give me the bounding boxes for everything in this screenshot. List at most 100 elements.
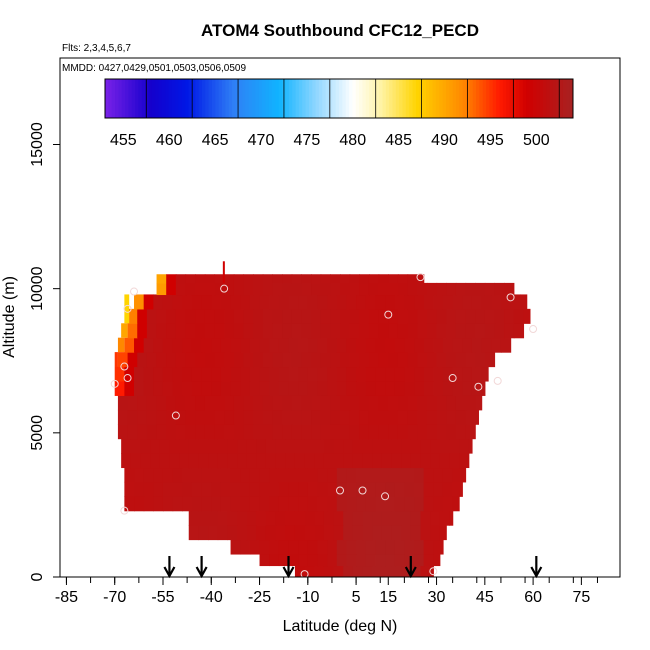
field-cell bbox=[124, 496, 135, 512]
field-cell bbox=[500, 337, 512, 353]
field-cell bbox=[378, 352, 389, 368]
field-cell bbox=[265, 510, 277, 526]
field-cell bbox=[336, 366, 348, 382]
colorbar-swatch bbox=[392, 79, 397, 118]
field-cell bbox=[359, 274, 370, 284]
field-cell bbox=[304, 453, 315, 469]
field-cell bbox=[249, 467, 261, 483]
field-cell bbox=[143, 496, 154, 512]
field-cell bbox=[365, 481, 377, 497]
field-cell bbox=[430, 565, 434, 577]
colorbar-swatch bbox=[405, 79, 410, 118]
field-cell bbox=[442, 467, 454, 483]
field-cell bbox=[304, 565, 315, 577]
field-cell bbox=[352, 565, 364, 577]
field-cell bbox=[214, 424, 225, 440]
colorbar-swatch bbox=[419, 79, 424, 118]
sample-point bbox=[130, 287, 139, 296]
field-cell bbox=[288, 481, 299, 497]
field-cell bbox=[121, 438, 132, 454]
field-cell bbox=[404, 539, 415, 555]
flight-arrow bbox=[163, 556, 176, 579]
field-cell bbox=[407, 352, 418, 368]
colorbar-swatch bbox=[222, 79, 226, 118]
field-cell bbox=[330, 308, 341, 324]
field-cell bbox=[420, 438, 431, 454]
field-cell bbox=[359, 308, 370, 324]
field-cell bbox=[381, 565, 393, 577]
field-cell bbox=[471, 337, 483, 353]
field-cell bbox=[256, 438, 267, 454]
colorbar-swatch bbox=[355, 79, 360, 118]
field-cell bbox=[191, 380, 203, 396]
field-cell bbox=[230, 467, 241, 483]
colorbar-swatch bbox=[559, 79, 564, 118]
field-cell bbox=[455, 424, 467, 440]
field-cell bbox=[436, 352, 447, 368]
field-cell bbox=[378, 323, 389, 339]
field-cell bbox=[465, 323, 476, 339]
colorbar-swatch bbox=[402, 79, 407, 118]
colorbar-swatch bbox=[385, 79, 390, 118]
field-cell bbox=[246, 525, 257, 541]
field-cell bbox=[243, 395, 254, 411]
field-cell bbox=[311, 323, 322, 339]
flight-arrow bbox=[404, 556, 417, 579]
field-cell bbox=[185, 323, 196, 339]
colorbar-swatch bbox=[318, 79, 323, 118]
field-cell bbox=[233, 395, 245, 411]
field-cell bbox=[452, 366, 463, 382]
colorbar-swatch bbox=[452, 79, 457, 118]
field-cell bbox=[195, 282, 206, 296]
field-cell bbox=[346, 294, 357, 310]
field-cell bbox=[307, 337, 319, 353]
field-cell bbox=[307, 553, 319, 567]
field-cell bbox=[237, 525, 248, 541]
field-cell bbox=[272, 395, 283, 411]
field-cell bbox=[307, 380, 319, 396]
field-cell bbox=[182, 380, 193, 396]
field-cell bbox=[143, 337, 154, 353]
field-cell bbox=[127, 352, 138, 368]
field-cell bbox=[394, 380, 405, 396]
field-cell bbox=[455, 409, 467, 425]
field-cell bbox=[491, 337, 502, 353]
field-cell bbox=[201, 496, 212, 512]
field-cell bbox=[156, 424, 167, 440]
field-cell bbox=[388, 282, 399, 296]
field-cell bbox=[188, 438, 199, 454]
field-cell bbox=[359, 424, 370, 440]
colorbar-swatch bbox=[339, 79, 343, 118]
field-cell bbox=[130, 438, 142, 454]
field-cell bbox=[272, 323, 283, 339]
field-cell bbox=[494, 308, 505, 324]
field-cell bbox=[442, 380, 454, 396]
field-cell bbox=[343, 565, 354, 577]
field-cell bbox=[368, 282, 380, 296]
field-cell bbox=[333, 510, 344, 526]
field-cell bbox=[423, 294, 434, 310]
field-cell bbox=[391, 525, 402, 541]
field-cell bbox=[452, 467, 463, 483]
field-cell bbox=[327, 366, 338, 382]
field-cell bbox=[166, 352, 177, 368]
field-cell bbox=[162, 366, 174, 382]
dates-label: MMDD: 0427,0429,0501,0503,0506,0509 bbox=[62, 63, 246, 74]
field-cell bbox=[124, 337, 135, 353]
field-cell bbox=[356, 380, 367, 396]
colorbar-swatch bbox=[432, 79, 437, 118]
field-cell bbox=[442, 481, 454, 497]
colorbar-swatch bbox=[191, 79, 196, 118]
field-cell bbox=[204, 409, 216, 425]
field-cell bbox=[423, 337, 434, 353]
field-cell bbox=[475, 352, 486, 368]
colorbar-tick-label: 500 bbox=[523, 132, 550, 149]
field-cell bbox=[182, 366, 193, 382]
field-cell bbox=[465, 409, 476, 425]
colorbar-swatch bbox=[502, 79, 507, 118]
colorbar-swatch bbox=[285, 79, 290, 118]
x-axis-label: Latitude (deg N) bbox=[283, 618, 398, 635]
sample-point bbox=[384, 310, 393, 319]
field-cell bbox=[230, 380, 241, 396]
field-cell bbox=[404, 553, 415, 567]
